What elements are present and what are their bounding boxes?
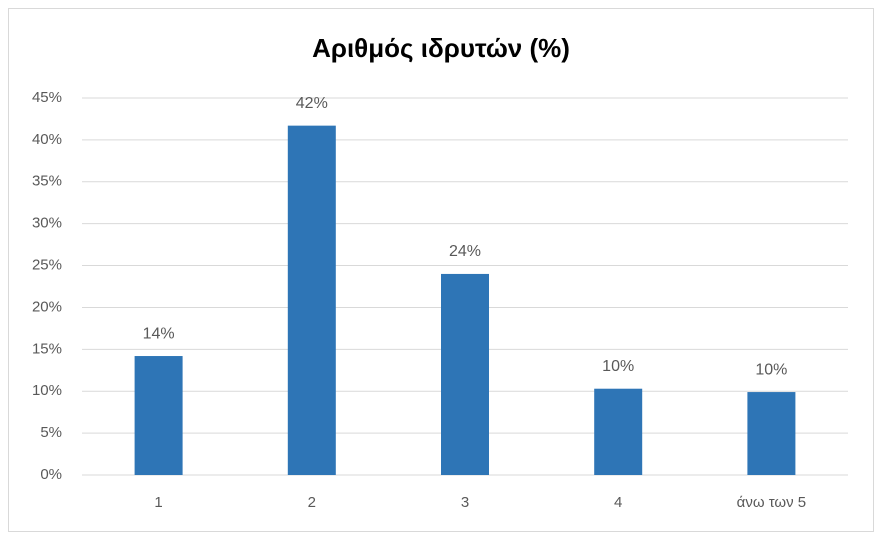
y-tick-label: 35%	[32, 173, 62, 190]
y-tick-label: 0%	[40, 466, 62, 483]
y-tick-label: 45%	[32, 89, 62, 106]
data-label: 10%	[602, 358, 634, 375]
bar	[594, 388, 643, 475]
data-label: 24%	[449, 243, 481, 260]
y-tick-label: 10%	[32, 382, 62, 399]
bar	[747, 392, 796, 475]
chart-title: Αριθμός ιδρυτών (%)	[312, 33, 570, 63]
x-tick-label: άνω των 5	[737, 494, 807, 511]
x-tick-label: 4	[614, 494, 622, 511]
y-tick-label: 5%	[40, 424, 62, 441]
y-tick-label: 30%	[32, 215, 62, 232]
bar	[134, 356, 183, 475]
bar	[287, 125, 336, 475]
data-label: 14%	[143, 325, 175, 342]
x-tick-label: 2	[308, 494, 316, 511]
data-label: 42%	[296, 95, 328, 112]
x-tick-label: 1	[154, 494, 162, 511]
y-tick-label: 20%	[32, 298, 62, 315]
bar	[441, 273, 489, 475]
y-tick-label: 25%	[32, 257, 62, 274]
y-tick-label: 15%	[32, 340, 62, 357]
data-label: 10%	[755, 361, 787, 378]
y-tick-label: 40%	[32, 131, 62, 148]
x-tick-label: 3	[461, 494, 469, 511]
